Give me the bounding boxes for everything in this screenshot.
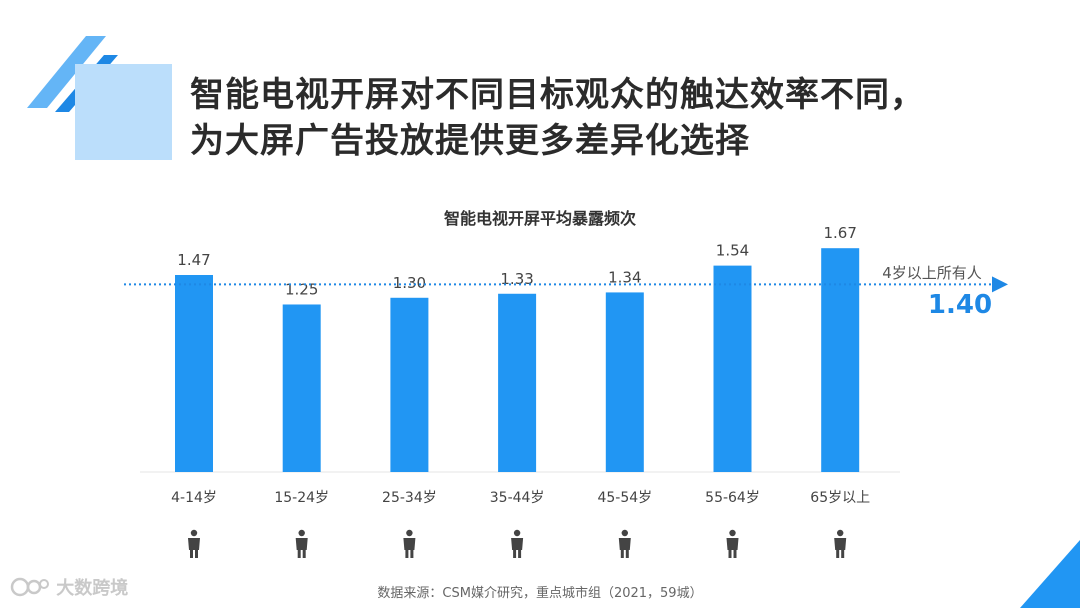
x-tick-label: 15-24岁 (274, 490, 329, 506)
slide-title-line2: 为大屏广告投放提供更多差异化选择 (190, 121, 750, 161)
icon-body (726, 538, 739, 550)
bar-value-label: 1.33 (500, 270, 533, 288)
elderly-icon (834, 529, 847, 558)
icon-leg (728, 550, 732, 558)
icon-leg (195, 550, 198, 558)
icon-head (729, 529, 736, 537)
bar-value-label: 1.54 (716, 242, 749, 260)
icon-head (406, 529, 413, 537)
icon-body (511, 538, 524, 550)
x-tick-label: 25-34岁 (382, 490, 437, 506)
source-note: 数据来源：CSM媒介研究，重点城市组（2021，59城） (377, 586, 703, 601)
icon-head (190, 529, 198, 537)
icon-body (618, 538, 631, 550)
icon-head (837, 529, 844, 537)
icon-body (403, 538, 416, 550)
bar (175, 275, 213, 472)
brand-watermark: 大数跨境 (10, 574, 128, 600)
bar-value-label: 1.30 (393, 274, 426, 292)
icon-leg (513, 550, 517, 558)
icon-head (513, 529, 521, 537)
icon-body (188, 538, 200, 550)
chart-title: 智能电视开屏平均暴露频次 (443, 209, 636, 228)
bar-value-label: 1.67 (823, 224, 856, 242)
icon-leg (733, 550, 737, 558)
bar (282, 304, 321, 472)
bar (821, 248, 860, 472)
slide-title-line1: 智能电视开屏对不同目标观众的触达效率不同， (190, 75, 925, 115)
bar (605, 292, 644, 472)
brand-name: 大数跨境 (56, 578, 129, 599)
icon-body (834, 538, 847, 550)
x-tick-label: 55-64岁 (705, 490, 760, 506)
icon-leg (405, 550, 409, 558)
x-tick-label: 35-44岁 (490, 490, 545, 506)
bar-value-label: 1.25 (285, 280, 318, 298)
bar-value-label: 1.34 (608, 268, 641, 286)
icon-leg (518, 550, 522, 558)
bar (498, 293, 537, 472)
teen-icon (295, 529, 308, 558)
icon-leg (410, 550, 414, 558)
man-icon (403, 529, 416, 558)
icon-leg (620, 550, 624, 558)
x-tick-label: 4-14岁 (171, 490, 217, 506)
bar (390, 297, 429, 472)
slide-title: 智能电视开屏对不同目标观众的触达效率不同， 为大屏广告投放提供更多差异化选择 (190, 72, 925, 164)
icon-leg (190, 550, 193, 558)
bar (713, 265, 752, 472)
deco-square (75, 64, 172, 160)
child-icon (188, 529, 200, 558)
icon-body (295, 538, 308, 550)
icon-leg (625, 550, 629, 558)
icon-leg (302, 550, 306, 558)
icon-head (298, 529, 305, 537)
deco-corner-triangle (1020, 540, 1080, 608)
reference-label: 4岁以上所有人 (882, 264, 982, 282)
reference-value: 1.40 (927, 290, 993, 320)
icon-head (621, 529, 628, 537)
man-icon (511, 529, 524, 558)
x-tick-label: 65岁以上 (810, 490, 870, 506)
icon-leg (297, 550, 301, 558)
deco-stripe-light (27, 36, 106, 108)
woman-icon (726, 529, 739, 558)
woman-icon (618, 529, 631, 558)
icon-leg (841, 550, 845, 558)
bar-value-label: 1.47 (177, 251, 210, 269)
brand-logo-icon (10, 577, 49, 597)
x-tick-label: 45-54岁 (597, 490, 652, 506)
icon-leg (836, 550, 840, 558)
